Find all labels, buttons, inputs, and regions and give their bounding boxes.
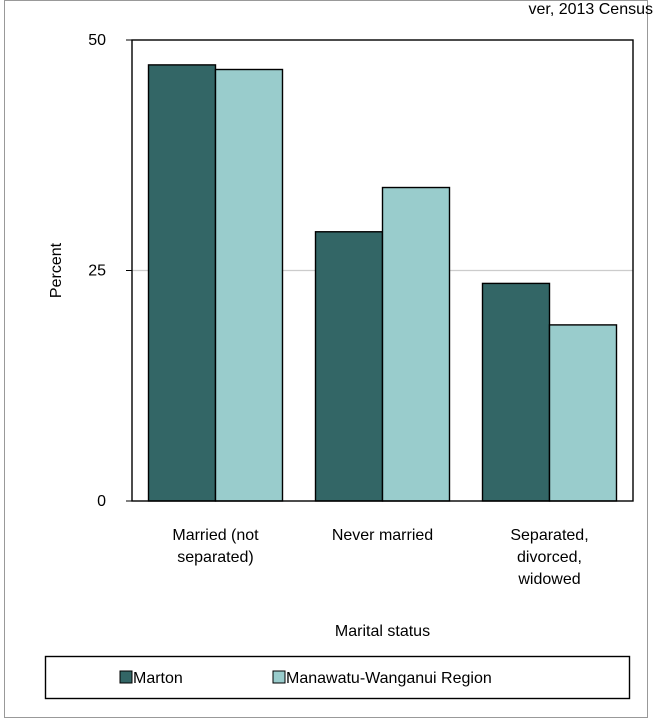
y-tick-label: 25	[88, 263, 106, 280]
legend: Marton Manawatu-Wanganui Region	[44, 655, 631, 700]
legend-swatch	[119, 670, 133, 684]
y-tick-label: 0	[97, 493, 106, 510]
x-category-label: Married (not separated)	[172, 527, 259, 566]
chart-title: ver, 2013 Census	[528, 1, 653, 18]
bar-marton-0	[147, 64, 217, 502]
chart-frame	[4, 0, 648, 718]
bar-marton-1	[314, 231, 384, 502]
y-axis-ticks: 0 25 50	[88, 32, 132, 510]
bar-manawatu-wanganui-region-0	[214, 68, 284, 502]
bar-manawatu-wanganui-region-1	[381, 186, 451, 502]
legend-item: Marton	[119, 670, 183, 687]
bars	[147, 64, 618, 502]
bar-marton-2	[481, 282, 551, 502]
x-category-label: Never married	[332, 527, 433, 544]
y-tick-label: 50	[88, 32, 106, 49]
x-axis-categories: Married (not separated) Never married Separ…	[172, 527, 588, 588]
legend-label: Marton	[133, 670, 183, 687]
x-axis-title: Marital status	[335, 623, 430, 640]
legend-box	[44, 655, 631, 700]
legend-item: Manawatu-Wanganui Region	[272, 670, 492, 687]
y-axis-title: Percent	[48, 242, 65, 298]
x-category-label: Separated, divorced, widowed	[510, 527, 588, 588]
bar-manawatu-wanganui-region-2	[548, 324, 618, 502]
legend-swatch	[272, 670, 286, 684]
legend-label: Manawatu-Wanganui Region	[286, 670, 492, 687]
